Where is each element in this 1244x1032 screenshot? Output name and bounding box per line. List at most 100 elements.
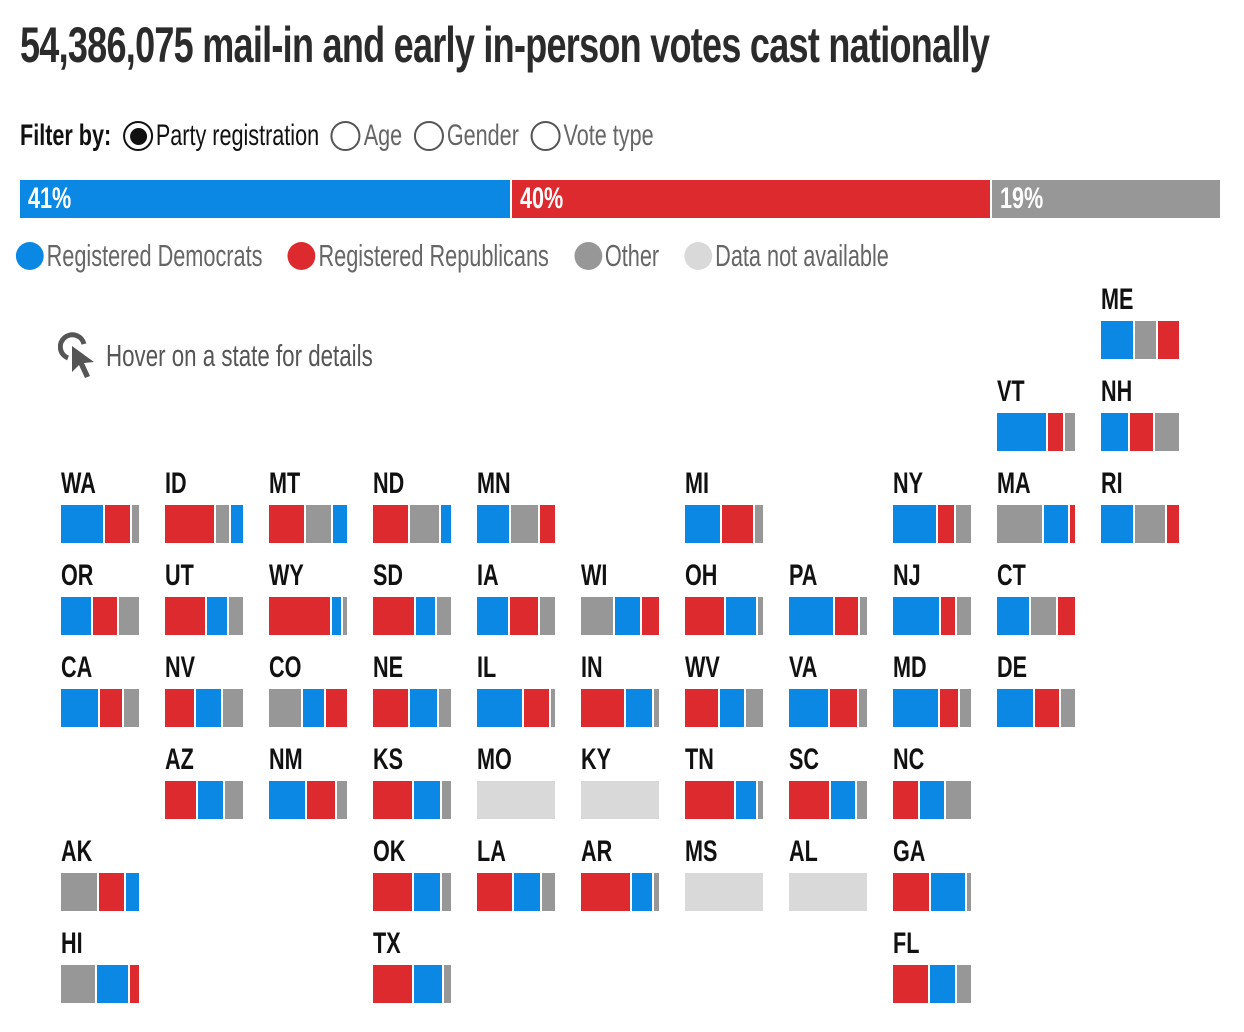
state-tile-ma[interactable]: MA — [997, 467, 1077, 547]
state-tile-ia[interactable]: IA — [477, 559, 557, 639]
state-bar-segment-other — [306, 505, 333, 543]
state-tile-ga[interactable]: GA — [893, 835, 973, 915]
state-tile-tx[interactable]: TX — [373, 927, 453, 1007]
state-tile-wi[interactable]: WI — [581, 559, 661, 639]
state-stacked-bar — [581, 781, 659, 819]
state-bar-segment-dem — [61, 689, 100, 727]
state-tile-hi[interactable]: HI — [61, 927, 141, 1007]
state-bar-segment-other — [269, 689, 303, 727]
radio-selected-icon[interactable] — [122, 121, 153, 151]
state-tile-co[interactable]: CO — [269, 651, 349, 731]
state-tile-mn[interactable]: MN — [477, 467, 557, 547]
state-tile-la[interactable]: LA — [477, 835, 557, 915]
radio-unselected-icon[interactable] — [530, 121, 561, 151]
legend-item-dem: Registered Democrats — [15, 238, 262, 274]
state-tile-md[interactable]: MD — [893, 651, 973, 731]
state-tile-mi[interactable]: MI — [685, 467, 765, 547]
state-bar-segment-dem — [440, 505, 451, 543]
radio-unselected-icon[interactable] — [413, 121, 444, 151]
state-tile-de[interactable]: DE — [997, 651, 1077, 731]
state-abbr: OH — [685, 559, 718, 592]
state-tile-in[interactable]: IN — [581, 651, 661, 731]
state-stacked-bar — [997, 413, 1075, 451]
state-tile-oh[interactable]: OH — [685, 559, 765, 639]
state-bar-segment-dem — [789, 689, 830, 727]
state-bar-segment-rep — [829, 689, 860, 727]
state-bar-segment-na — [789, 873, 867, 911]
state-tile-ut[interactable]: UT — [165, 559, 245, 639]
state-bar-segment-rep — [100, 689, 125, 727]
state-bar-segment-rep — [165, 505, 216, 543]
state-tile-or[interactable]: OR — [61, 559, 141, 639]
state-tile-az[interactable]: AZ — [165, 743, 245, 823]
state-tile-ar[interactable]: AR — [581, 835, 661, 915]
state-tile-mt[interactable]: MT — [269, 467, 349, 547]
state-bar-segment-rep — [509, 597, 541, 635]
state-stacked-bar — [165, 597, 243, 635]
state-tile-tn[interactable]: TN — [685, 743, 765, 823]
state-abbr: IN — [581, 651, 603, 684]
state-bar-segment-dem — [997, 413, 1048, 451]
state-stacked-bar — [789, 689, 867, 727]
state-tile-nm[interactable]: NM — [269, 743, 349, 823]
state-bar-segment-dem — [997, 689, 1036, 727]
state-tile-id[interactable]: ID — [165, 467, 245, 547]
state-tile-ca[interactable]: CA — [61, 651, 141, 731]
state-tile-ne[interactable]: NE — [373, 651, 453, 731]
state-bar-segment-dem — [513, 873, 542, 911]
state-tile-ks[interactable]: KS — [373, 743, 453, 823]
radio-party-registration[interactable]: Party registration — [122, 119, 319, 153]
state-tile-nd[interactable]: ND — [373, 467, 453, 547]
state-bar-segment-dem — [414, 965, 444, 1003]
state-abbr: MN — [477, 467, 511, 500]
state-bar-segment-rep — [893, 781, 920, 819]
state-tile-nv[interactable]: NV — [165, 651, 245, 731]
radio-age[interactable]: Age — [330, 119, 402, 153]
state-tile-wv[interactable]: WV — [685, 651, 765, 731]
state-tile-il[interactable]: IL — [477, 651, 557, 731]
state-tile-nj[interactable]: NJ — [893, 559, 973, 639]
national-bar-label: 40% — [520, 182, 564, 215]
state-stacked-bar — [165, 781, 243, 819]
state-bar-segment-dem — [931, 873, 968, 911]
state-tile-me[interactable]: ME — [1101, 283, 1181, 363]
state-bar-segment-other — [541, 873, 555, 911]
state-tile-ct[interactable]: CT — [997, 559, 1077, 639]
state-tile-al[interactable]: AL — [789, 835, 869, 915]
state-tile-pa[interactable]: PA — [789, 559, 869, 639]
state-tile-ok[interactable]: OK — [373, 835, 453, 915]
state-bar-segment-dem — [332, 505, 347, 543]
state-tile-wy[interactable]: WY — [269, 559, 349, 639]
state-tile-ms[interactable]: MS — [685, 835, 765, 915]
legend-item-rep: Registered Republicans — [287, 238, 549, 274]
radio-unselected-icon[interactable] — [330, 121, 361, 151]
state-abbr: RI — [1101, 467, 1123, 500]
state-tile-ky[interactable]: KY — [581, 743, 661, 823]
state-tile-sc[interactable]: SC — [789, 743, 869, 823]
radio-gender[interactable]: Gender — [413, 119, 519, 153]
state-tile-ny[interactable]: NY — [893, 467, 973, 547]
state-tile-nh[interactable]: NH — [1101, 375, 1181, 455]
state-bar-segment-other — [410, 505, 441, 543]
state-stacked-bar — [165, 505, 243, 543]
state-stacked-bar — [893, 965, 971, 1003]
state-bar-segment-dem — [197, 781, 226, 819]
state-abbr: VT — [997, 375, 1025, 408]
state-tile-sd[interactable]: SD — [373, 559, 453, 639]
state-bar-segment-other — [540, 597, 555, 635]
state-tile-mo[interactable]: MO — [477, 743, 557, 823]
state-tile-nc[interactable]: NC — [893, 743, 973, 823]
state-tile-wa[interactable]: WA — [61, 467, 141, 547]
state-tile-ak[interactable]: AK — [61, 835, 141, 915]
state-bar-segment-rep — [685, 781, 737, 819]
state-tile-fl[interactable]: FL — [893, 927, 973, 1007]
state-abbr: WA — [61, 467, 96, 500]
state-stacked-bar — [269, 597, 347, 635]
state-stacked-bar — [685, 781, 763, 819]
state-tile-vt[interactable]: VT — [997, 375, 1077, 455]
state-bar-segment-other — [1135, 505, 1167, 543]
state-tile-va[interactable]: VA — [789, 651, 869, 731]
radio-vote-type[interactable]: Vote type — [530, 119, 654, 153]
state-tile-ri[interactable]: RI — [1101, 467, 1181, 547]
state-bar-segment-dem — [614, 597, 642, 635]
